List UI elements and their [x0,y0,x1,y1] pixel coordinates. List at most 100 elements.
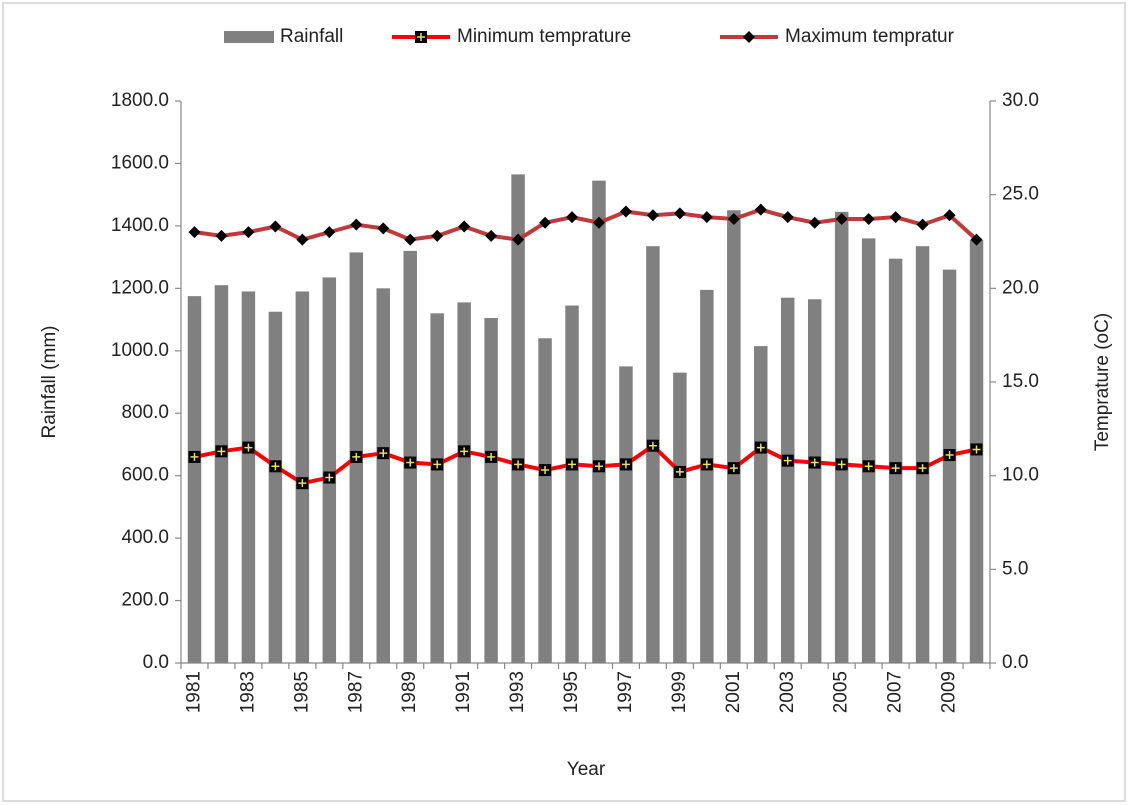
bar [214,285,229,663]
bar [834,211,849,664]
bar [322,277,337,663]
bar [754,346,768,663]
marker [404,233,417,246]
x-tick-label: 1997 [615,671,636,713]
marker-cross [621,460,630,469]
marker [215,229,228,242]
marker-cross [514,460,523,469]
y-tick-label: 400.0 [121,527,169,548]
x-tick-label: 2003 [777,671,798,713]
x-axis-title: Year [567,759,606,780]
marker [592,216,605,229]
marker [835,213,848,226]
x-tick-label: 1981 [183,671,204,713]
x-tick-label: 1993 [507,671,528,713]
marker-cross [190,452,199,461]
y-axis-title: Rainfall (mm) [39,326,60,439]
y-tick-label: 0.0 [143,652,169,673]
bar [187,296,202,663]
y2-tick-label: 0.0 [1002,652,1028,673]
marker-cross [837,460,846,469]
bar [592,180,606,663]
legend-label: Maximum tempratur [785,26,955,47]
legend-label: Rainfall [280,26,343,47]
marker-cross [487,452,496,461]
bar [942,269,957,663]
marker-cross [702,460,711,469]
marker-cross [864,462,873,471]
marker [431,229,444,242]
y2-tick-label: 10.0 [1002,465,1039,486]
marker [727,213,740,226]
y-tick-label: 600.0 [121,465,169,486]
bar [376,288,390,663]
marker [916,218,929,231]
marker [808,216,821,229]
marker-cross [783,456,792,465]
legend-swatch [224,31,274,43]
marker [619,205,632,218]
marker-cross [271,462,280,471]
y-tick-label: 200.0 [121,590,169,611]
marker [377,222,390,235]
marker-cross [756,443,765,452]
x-tick-label: 1995 [561,671,582,713]
y2-tick-label: 30.0 [1002,90,1039,111]
x-tick-label: 1989 [399,671,420,713]
bar [430,313,444,663]
marker [673,207,686,220]
marker-cross [217,447,226,456]
x-tick-label: 1991 [453,671,474,713]
marker-cross [972,445,981,454]
bar [781,297,795,663]
bar [268,311,283,663]
bar [727,210,741,663]
y2-axis-title: Temprature (oC) [1092,313,1113,451]
bar [646,246,660,663]
marker-cross [460,447,469,456]
bar [457,302,471,663]
bar [807,299,822,663]
marker [700,211,713,224]
x-tick-label: 1985 [291,671,312,713]
marker-cross [594,462,603,471]
x-tick-label: 2001 [723,671,744,713]
marker [862,213,875,226]
marker [754,203,767,216]
marker [323,226,336,239]
bar [861,238,876,663]
marker [242,226,255,239]
marker-cross [810,458,819,467]
x-tick-label: 1999 [669,671,690,713]
x-tick-label: 1983 [237,671,258,713]
marker-cross [891,464,900,473]
bar [484,317,498,663]
y2-tick-label: 20.0 [1002,277,1039,298]
bar [673,372,687,663]
marker [646,209,659,222]
legend-label: Minimum temprature [457,26,631,47]
y-tick-label: 800.0 [121,402,169,423]
marker [188,226,201,239]
x-tick-label: 2007 [885,671,906,713]
x-tick-label: 2009 [939,671,960,713]
marker [566,211,579,224]
marker [512,233,525,246]
marker-cross [379,449,388,458]
x-tick-label: 1987 [345,671,366,713]
marker-cross [406,458,415,467]
bar [888,258,903,663]
marker [781,211,794,224]
marker-cross [352,452,361,461]
y-tick-label: 1800.0 [111,90,169,111]
bar [565,305,579,663]
y2-tick-label: 5.0 [1002,558,1028,579]
marker [970,233,983,246]
bar [241,291,256,663]
marker [350,218,363,231]
marker [296,233,309,246]
marker-cross [675,467,684,476]
marker [485,229,498,242]
marker [889,211,902,224]
